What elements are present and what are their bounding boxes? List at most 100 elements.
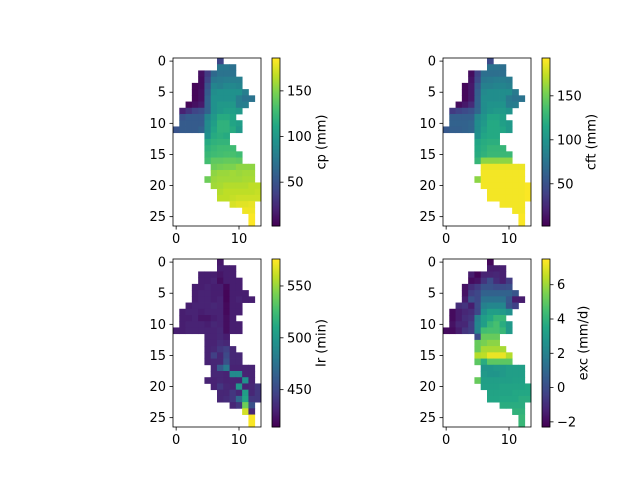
heatmap-cell (217, 89, 224, 96)
colorbar-segment (542, 192, 550, 195)
heatmap-cell (229, 101, 237, 109)
heatmap-cell (487, 76, 494, 84)
heatmap-cell (223, 371, 230, 378)
colorbar-tick-label: 6 (557, 278, 565, 293)
colorbar-segment (272, 208, 280, 211)
heatmap-cell (235, 321, 243, 328)
heatmap-cell (235, 151, 243, 158)
colorbar-segment (272, 261, 280, 264)
heatmap-cell (487, 120, 494, 127)
colorbar-tick-label: 150 (557, 89, 582, 104)
heatmap-cell (191, 308, 199, 316)
colorbar-segment (272, 351, 280, 354)
heatmap-cell (468, 76, 475, 84)
heatmap-cell (499, 95, 507, 102)
heatmap-cell (248, 201, 256, 208)
heatmap-cell (204, 107, 212, 115)
heatmap-cell (235, 302, 243, 310)
colorbar-segment (542, 277, 550, 280)
heatmap-cell (242, 89, 249, 96)
colorbar-label: exc (mm/d) (576, 306, 591, 381)
heatmap-cell (480, 346, 488, 353)
heatmap-cell (229, 315, 237, 322)
colorbar-segment (272, 80, 280, 83)
heatmap-cell (487, 64, 494, 71)
heatmap-cell (480, 157, 488, 165)
colorbar-segment (272, 60, 280, 63)
heatmap-cell (474, 82, 482, 90)
heatmap-cell (179, 321, 186, 328)
heatmap-cell (223, 107, 230, 115)
heatmap-cell (480, 271, 488, 279)
heatmap-cell (468, 327, 475, 335)
heatmap-cell (223, 70, 230, 78)
axes-frame (442, 57, 532, 227)
colorbar-segment (542, 66, 550, 69)
heatmap-cell (242, 371, 249, 378)
heatmap-cell (191, 290, 199, 297)
heatmap-cell (487, 176, 494, 183)
y-tick-label: 0 (428, 55, 436, 70)
heatmap-cell (235, 182, 243, 190)
heatmap-cell (210, 346, 218, 353)
colorbar-segment (272, 267, 280, 270)
heatmap-cell (487, 114, 494, 121)
colorbar-segment (542, 184, 550, 187)
heatmap-cell (204, 101, 212, 109)
heatmap-cell (480, 132, 488, 140)
colorbar-segment (542, 170, 550, 173)
colorbar-segment (272, 361, 280, 364)
colorbar-segment (542, 323, 550, 326)
heatmap-cell (480, 302, 488, 310)
colorbar-segment (542, 140, 550, 143)
heatmap-cell (210, 176, 218, 183)
heatmap-cell (512, 371, 519, 378)
colorbar-segment (542, 273, 550, 276)
colorbar-segment (272, 124, 280, 127)
heatmap-cell (493, 302, 500, 310)
axes-frame (442, 258, 532, 428)
colorbar-segment (542, 321, 550, 324)
colorbar-segment (272, 369, 280, 372)
heatmap-cell (512, 296, 519, 303)
heatmap-cell (254, 395, 262, 403)
heatmap-cell (210, 89, 218, 96)
heatmap-cell (217, 377, 224, 384)
heatmap-cell (487, 132, 494, 140)
heatmap-cell (242, 182, 249, 190)
heatmap-cell (505, 402, 513, 409)
colorbar-segment (542, 106, 550, 109)
heatmap-cell (235, 201, 243, 208)
colorbar-segment (272, 295, 280, 298)
heatmap-cell (474, 151, 482, 158)
colorbar-segment (272, 108, 280, 111)
heatmap-cell (223, 302, 230, 310)
heatmap-cell (480, 70, 488, 78)
colorbar-segment (272, 104, 280, 107)
colorbar-segment (542, 301, 550, 304)
colorbar-segment (272, 220, 280, 223)
colorbar-segment (272, 333, 280, 336)
colorbar-segment (542, 74, 550, 77)
heatmap-cell (242, 201, 249, 208)
heatmap-cell (474, 346, 482, 353)
colorbar-segment (542, 176, 550, 179)
heatmap-cell (191, 296, 199, 303)
heatmap-cell (235, 296, 243, 303)
heatmap-cell (223, 389, 230, 397)
heatmap-cell (499, 120, 507, 127)
colorbar-segment (272, 144, 280, 147)
heatmap-cell (217, 308, 224, 316)
heatmap-cell (480, 145, 488, 152)
heatmap-cell (499, 402, 507, 409)
heatmap-cell (474, 107, 482, 115)
heatmap-cell (210, 132, 218, 140)
colorbar-segment (542, 138, 550, 141)
heatmap-cell (235, 364, 243, 372)
colorbar-segment (272, 212, 280, 215)
heatmap-cell (461, 302, 469, 310)
heatmap-cell (210, 114, 218, 121)
colorbar-segment (542, 425, 550, 428)
heatmap-cell (229, 383, 237, 391)
colorbar: 50 100 150 (541, 57, 582, 227)
